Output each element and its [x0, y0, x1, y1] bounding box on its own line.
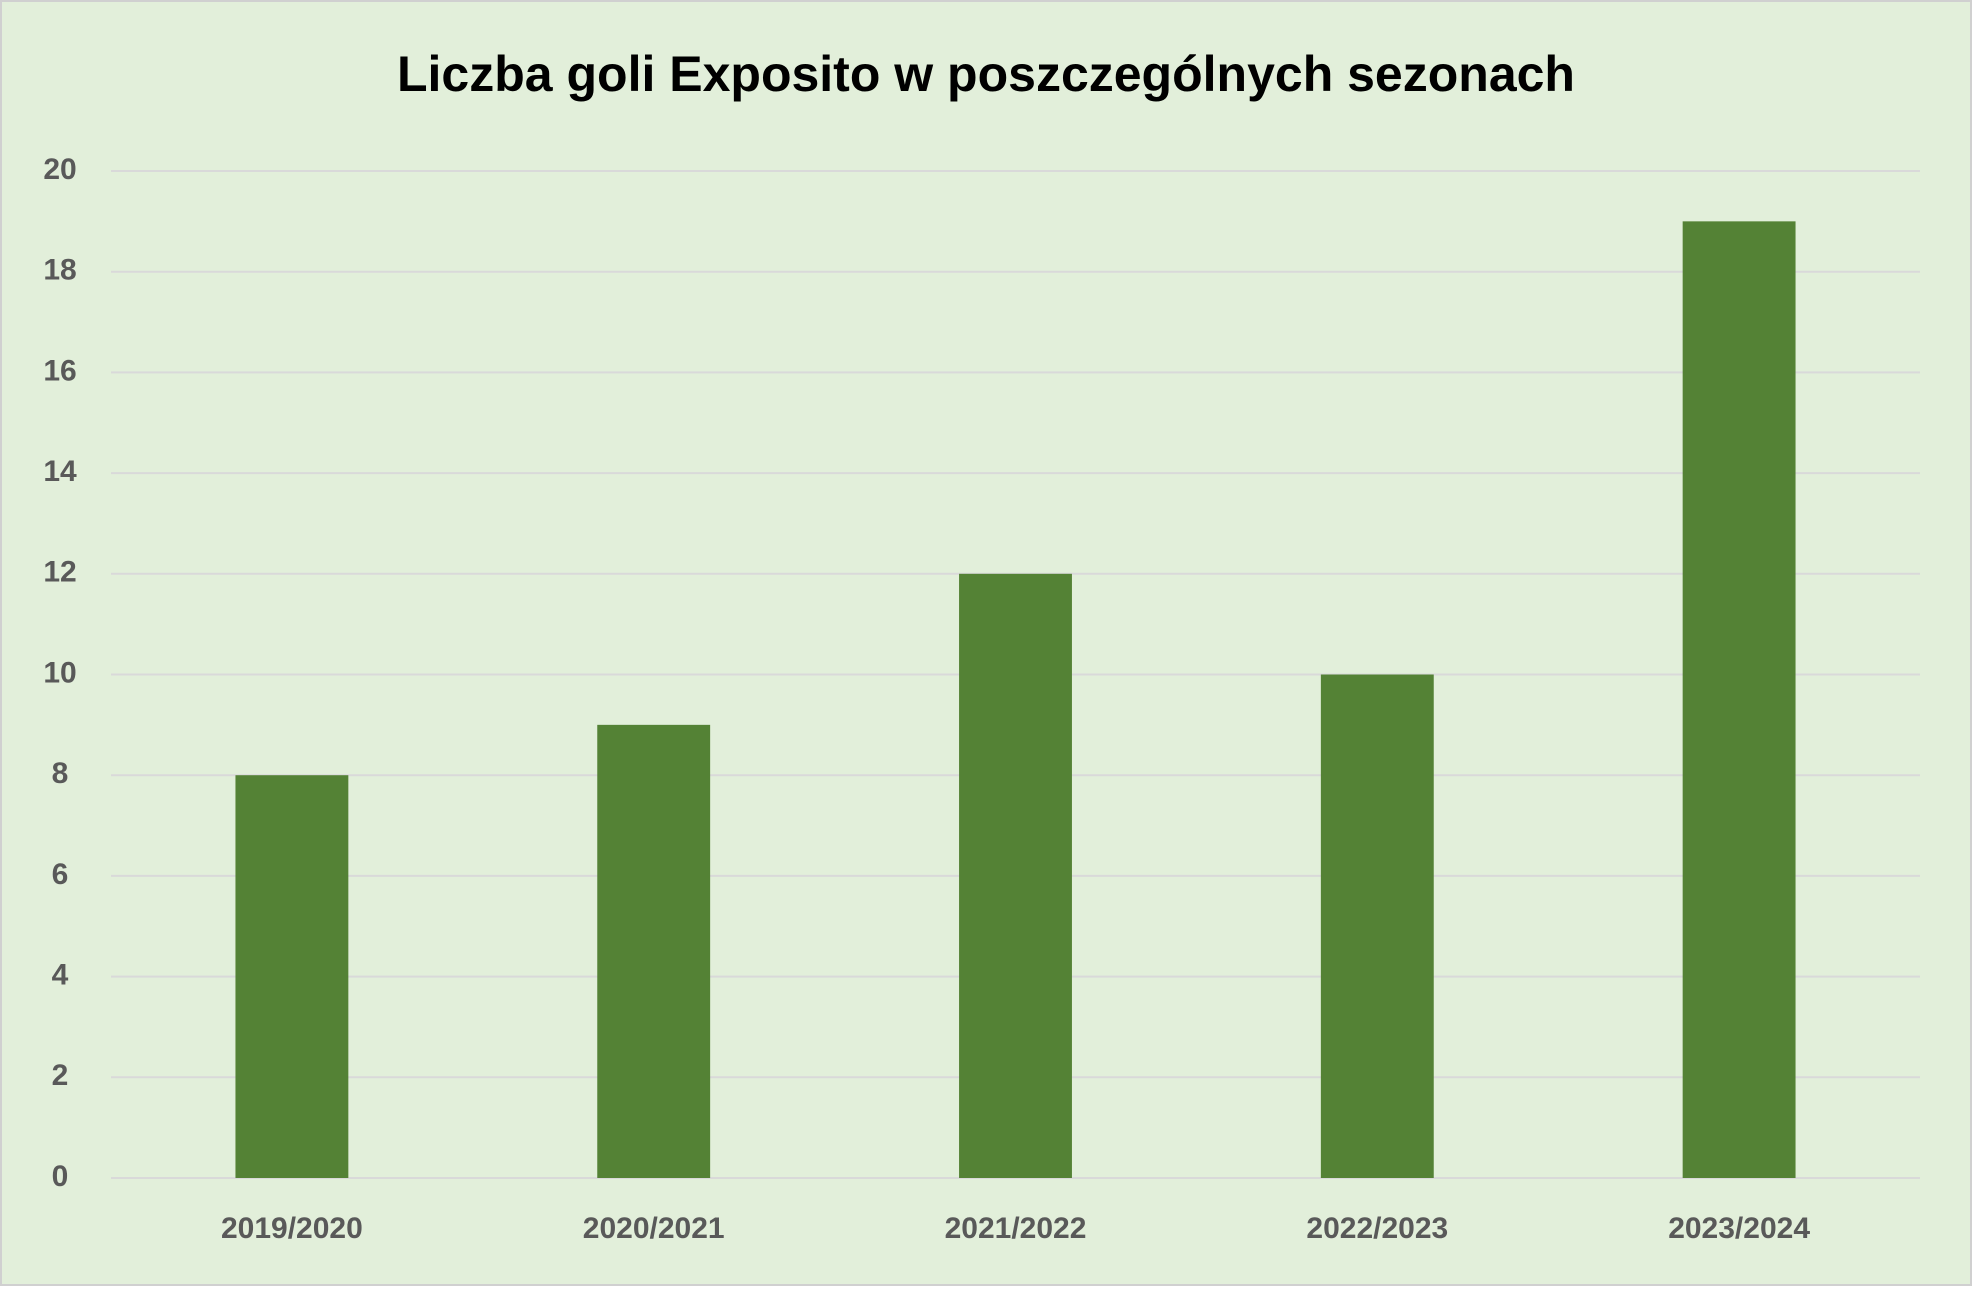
bar [1320, 674, 1434, 1178]
chart-title: Liczba goli Exposito w poszczególnych se… [397, 46, 1575, 102]
x-tick-label: 2019/2020 [221, 1212, 363, 1245]
bar [1682, 221, 1796, 1179]
y-tick-label: 6 [52, 858, 69, 891]
y-tick-label: 8 [52, 757, 69, 790]
bar [235, 775, 349, 1178]
y-tick-label: 20 [43, 153, 76, 186]
y-tick-label: 16 [43, 354, 76, 387]
x-tick-label: 2020/2021 [583, 1212, 725, 1245]
x-tick-label: 2021/2022 [945, 1212, 1087, 1245]
y-tick-label: 0 [52, 1160, 69, 1193]
y-tick-label: 4 [52, 959, 69, 992]
bar [959, 573, 1072, 1178]
bar [597, 724, 711, 1178]
y-tick-label: 2 [52, 1059, 69, 1092]
x-tick-label: 2022/2023 [1306, 1212, 1448, 1245]
y-tick-label: 14 [43, 455, 77, 488]
y-tick-label: 18 [43, 254, 76, 287]
x-tick-label: 2023/2024 [1668, 1212, 1810, 1245]
y-tick-label: 10 [43, 656, 76, 689]
y-tick-label: 12 [43, 556, 76, 589]
